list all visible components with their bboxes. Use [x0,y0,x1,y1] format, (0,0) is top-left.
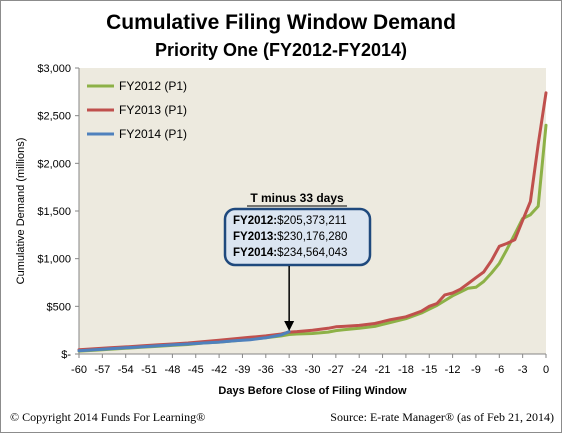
x-tick-label: -42 [211,364,227,376]
x-tick-label: -36 [258,364,274,376]
legend-label: FY2013 (P1) [119,103,187,117]
x-tick-label: -12 [445,364,461,376]
y-tick-label: $1,500 [37,206,71,218]
x-tick-label: 0 [543,364,549,376]
legend-label: FY2014 (P1) [119,127,187,141]
x-tick-label: -60 [71,364,87,376]
series-line-3 [77,330,291,353]
y-tick-label: $3,000 [37,63,71,75]
y-tick-label: $500 [47,301,71,313]
chart-subtitle: Priority One (FY2012-FY2014) [154,40,408,60]
annotation-line: FY2013:$230,176,280 [233,231,347,243]
x-tick-label: -30 [305,364,321,376]
source-note: Source: E-rate Manager® (as of Feb 21, 2… [330,410,554,424]
axes: $-$500$1,000$1,500$2,000$2,500$3,000-60-… [37,63,549,376]
x-tick-label: -21 [375,364,391,376]
x-tick-label: -18 [398,364,414,376]
annotation-line: FY2014:$234,564,043 [233,247,347,259]
x-tick-label: -15 [421,364,437,376]
annotation-box [223,207,372,267]
x-tick-label: -24 [351,364,367,376]
x-tick-label: -6 [494,364,504,376]
x-tick-label: -27 [328,364,344,376]
x-tick-label: -45 [188,364,204,376]
annotation-title: T minus 33 days [250,191,344,205]
x-tick-label: -3 [518,364,528,376]
y-tick-label: $2,000 [37,158,71,170]
x-axis-title: Days Before Close of Filing Window [218,385,407,397]
legend-label: FY2012 (P1) [119,79,187,93]
x-tick-label: -57 [94,364,110,376]
x-tick-label: -33 [281,364,297,376]
x-tick-label: -54 [118,364,134,376]
copyright-notice: © Copyright 2014 Funds For Learning® [10,410,206,424]
annotation: T minus 33 days FY2012:$205,373,211 FY2013… [223,191,372,331]
y-tick-label: $2,500 [37,111,71,123]
y-tick-label: $- [61,349,71,361]
y-tick-label: $1,000 [37,254,71,266]
x-tick-label: -39 [234,364,250,376]
x-tick-label: -9 [471,364,481,376]
annotation-arrow-head [284,321,295,331]
series-lines [77,91,548,353]
chart-title: Cumulative Filing Window Demand [106,11,456,34]
legend: FY2012 (P1) FY2013 (P1) FY2014 (P1) [87,79,187,141]
y-axis-title: Cumulative Demand (millions) [15,138,27,285]
x-tick-label: -51 [141,364,157,376]
x-tick-label: -48 [164,364,180,376]
annotation-line: FY2012:$205,373,211 [233,215,347,227]
